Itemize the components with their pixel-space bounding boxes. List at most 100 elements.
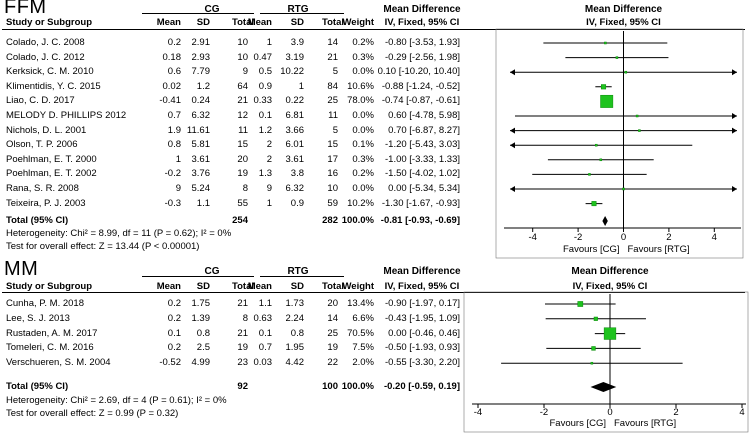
study-name: Olson, T. P. 2006 bbox=[6, 139, 78, 151]
plot-header-sub: IV, Fixed, 95% CI bbox=[572, 281, 648, 292]
rtg-sd: 0.22 bbox=[285, 95, 305, 107]
effect-square bbox=[593, 316, 598, 321]
ci-text: -0.55 [-3.30, 2.20] bbox=[385, 357, 460, 369]
sd1-header: SD bbox=[196, 281, 210, 292]
rtg-sd: 3.66 bbox=[285, 124, 305, 136]
cg-sd: 5.24 bbox=[191, 183, 211, 194]
rtg-total: 25 bbox=[327, 95, 338, 107]
x-tick-label: 0 bbox=[621, 232, 626, 243]
rtg-sd: 6.81 bbox=[285, 110, 305, 121]
rtg-total: 17 bbox=[327, 153, 338, 165]
ci-text: -0.43 [-1.95, 1.09] bbox=[385, 312, 460, 324]
effect-square bbox=[603, 327, 617, 340]
ci-arrow-left bbox=[510, 127, 515, 134]
cg-total-n: 254 bbox=[232, 215, 248, 226]
sd1-header: SD bbox=[196, 17, 210, 28]
x-tick-label: -4 bbox=[474, 407, 482, 418]
favours-left-label: Favours [CG] bbox=[563, 244, 620, 255]
rtg-mean: 0.63 bbox=[253, 312, 273, 324]
rtg-sd: 1 bbox=[298, 80, 304, 92]
rtg-total: 20 bbox=[327, 298, 338, 309]
heterogeneity-text: Heterogeneity: Chi² = 2.69, df = 4 (P = … bbox=[6, 395, 227, 406]
effect-square bbox=[577, 301, 584, 307]
cg-mean: 0.2 bbox=[167, 298, 181, 309]
ci-text: -1.30 [-1.67, -0.93] bbox=[381, 197, 460, 209]
weight-value: 0.0% bbox=[352, 110, 374, 121]
total2-header: Total bbox=[322, 281, 344, 292]
cg-sd: 1.1 bbox=[196, 197, 210, 209]
ci-text: -0.80 [-3.53, 1.93] bbox=[385, 37, 460, 48]
cg-total: 21 bbox=[237, 298, 248, 309]
cg-total: 15 bbox=[237, 139, 248, 151]
cg-total: 21 bbox=[237, 95, 248, 107]
ci-text: 0.00 [-0.46, 0.46] bbox=[388, 327, 460, 339]
cg-mean: 1 bbox=[175, 153, 181, 165]
cg-total: 64 bbox=[237, 80, 248, 92]
cg-mean: 1.9 bbox=[167, 124, 181, 136]
ci-arrow-right bbox=[732, 127, 737, 134]
cg-total: 11 bbox=[238, 124, 248, 136]
rtg-sd: 3.9 bbox=[290, 37, 304, 48]
cg-mean: 0.6 bbox=[167, 66, 181, 78]
overall-effect-text: Test for overall effect: Z = 13.44 (P < … bbox=[6, 241, 200, 252]
cg-total-n: 92 bbox=[237, 381, 248, 392]
plot-header-title: Mean Difference bbox=[571, 266, 649, 277]
cg-sd: 2.5 bbox=[196, 342, 210, 354]
rtg-total: 14 bbox=[327, 312, 338, 324]
study-name: Teixeira, P. J. 2003 bbox=[6, 197, 86, 209]
group2-header: RTG bbox=[287, 4, 309, 15]
effect-square bbox=[599, 158, 603, 162]
effect-square bbox=[588, 173, 591, 176]
x-tick-label: 4 bbox=[739, 407, 744, 418]
effect-square bbox=[635, 114, 639, 118]
cg-mean: 0.7 bbox=[167, 110, 181, 121]
rtg-mean: 0.03 bbox=[253, 357, 273, 369]
rtg-mean: 1.3 bbox=[258, 168, 272, 180]
cg-sd: 7.79 bbox=[191, 66, 211, 78]
total-weight: 100.0% bbox=[341, 381, 374, 392]
cg-mean: 0.2 bbox=[167, 312, 181, 324]
rtg-total: 21 bbox=[327, 51, 338, 63]
cg-sd: 1.75 bbox=[191, 298, 211, 309]
weight-value: 7.5% bbox=[352, 342, 374, 354]
effect-square bbox=[638, 129, 641, 132]
cg-sd: 1.2 bbox=[196, 80, 210, 92]
rtg-mean: 0.7 bbox=[258, 342, 272, 354]
rtg-mean: 0.9 bbox=[258, 80, 272, 92]
weight-value: 0.0% bbox=[352, 66, 374, 78]
effect-square bbox=[622, 187, 625, 191]
rtg-mean: 2 bbox=[266, 153, 272, 165]
plot-header-sub: IV, Fixed, 95% CI bbox=[586, 17, 661, 28]
weight-value: 0.1% bbox=[352, 139, 374, 151]
total-ci-text: -0.81 [-0.93, -0.69] bbox=[380, 215, 460, 226]
rtg-total: 10 bbox=[327, 183, 338, 194]
study-name: Verschueren, S. M. 2004 bbox=[6, 357, 111, 369]
header-bottom-rule bbox=[2, 292, 745, 293]
total-diamond bbox=[602, 216, 608, 226]
total2-header: Total bbox=[322, 17, 344, 28]
study-name: Lee, S. J. 2013 bbox=[6, 312, 70, 324]
header-bottom-rule bbox=[2, 29, 745, 30]
effect-square bbox=[624, 70, 628, 74]
weight-value: 0.2% bbox=[352, 168, 374, 180]
effect-square bbox=[604, 41, 607, 45]
study-header: Study or Subgroup bbox=[6, 17, 93, 28]
x-tick-label: -2 bbox=[574, 232, 582, 243]
rtg-sd: 6.32 bbox=[285, 183, 305, 194]
weight-value: 70.5% bbox=[347, 327, 374, 339]
cg-mean: -0.52 bbox=[159, 357, 181, 369]
group2-underline bbox=[260, 13, 344, 14]
effect-square bbox=[615, 56, 619, 59]
ci-text: -0.50 [-1.93, 0.93] bbox=[385, 342, 460, 354]
cg-total: 23 bbox=[237, 357, 248, 369]
cg-total: 9 bbox=[242, 66, 248, 78]
study-name: Kerksick, C. M. 2010 bbox=[6, 66, 94, 78]
effect-square bbox=[600, 84, 607, 90]
weight-header: Weight bbox=[342, 17, 375, 28]
panel-title: MM bbox=[4, 258, 39, 280]
rtg-total: 11 bbox=[328, 110, 338, 121]
ci-arrow-left bbox=[510, 186, 515, 192]
rtg-mean: 1.1 bbox=[258, 298, 272, 309]
ci-arrow-left bbox=[510, 142, 515, 149]
heterogeneity-text: Heterogeneity: Chi² = 8.99, df = 11 (P =… bbox=[6, 228, 232, 239]
